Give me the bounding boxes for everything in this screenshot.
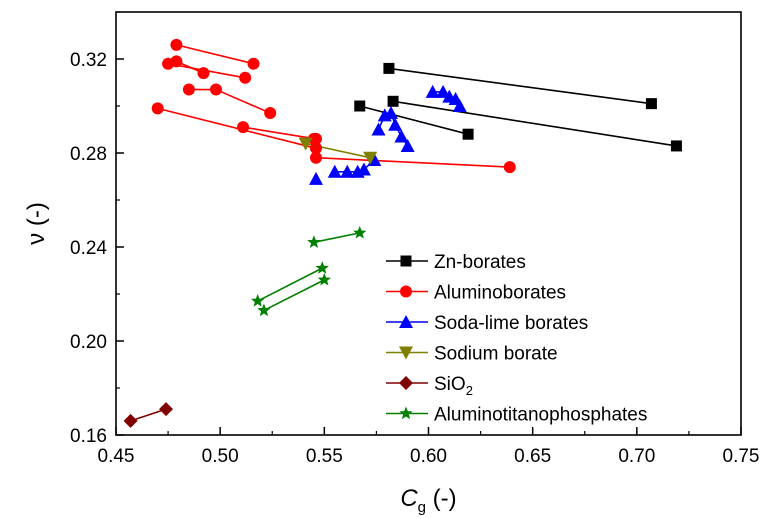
y-tick-label: 0.28 (70, 144, 107, 165)
x-tick-label: 0.65 (514, 446, 551, 467)
y-axis-title: ν (-) (23, 202, 50, 245)
x-axis-title-unit: (-) (426, 485, 457, 512)
aluminotitanophosphates-line (263, 279, 325, 312)
legend-item-sio2: SiO2 (386, 374, 473, 398)
legend-label: Soda-lime borates (434, 313, 588, 334)
series-lines (130, 44, 677, 422)
plot-frame (115, 11, 742, 436)
aluminotitanophosphates-line (257, 267, 323, 302)
sio2-line (130, 408, 167, 422)
aluminoborates-point (170, 55, 183, 68)
x-axis-title: Cg (-) (400, 485, 456, 516)
legend-label: Aluminotitanophosphates (434, 405, 647, 426)
x-axis-title-main: C (400, 485, 418, 512)
aluminoborates-point (503, 161, 516, 174)
legend-swatch-marker (399, 406, 413, 420)
legend: Zn-borates Aluminoborates Soda-lime borate… (386, 252, 647, 426)
sio2-point (123, 413, 138, 428)
zn-borates-point (462, 128, 474, 140)
aluminoborates-point (247, 57, 260, 70)
legend-swatch-marker (400, 255, 412, 267)
zn-borates-point (670, 140, 682, 152)
soda-lime-borates-point (394, 129, 409, 143)
legend-label: Zn-borates (434, 252, 526, 273)
sio2-point (159, 402, 173, 417)
x-axis-title-subscript: g (418, 499, 426, 516)
zn-borates-line (359, 105, 469, 135)
zn-borates-point (387, 95, 399, 107)
legend-item-sodium-borate: Sodium borate (386, 344, 558, 365)
x-tick-label: 0.70 (618, 446, 655, 467)
axis-ticks: 0.45 0.50 0.55 0.60 0.65 0.70 0.75 0.16 0.20 0.24… (70, 11, 760, 467)
zn-borates-point (645, 98, 657, 110)
aluminoborates-line (157, 107, 317, 150)
soda-lime-borates-point (384, 106, 398, 120)
series-markers (123, 38, 682, 428)
aluminoborates-point (197, 67, 210, 80)
aluminotitanophosphates-point (353, 225, 367, 239)
x-tick-label: 0.50 (202, 446, 239, 467)
soda-lime-borates-point (309, 171, 323, 185)
aluminotitanophosphates-point (315, 261, 329, 274)
x-tick-label: 0.60 (410, 446, 447, 467)
legend-item-aluminotitanophosphates: Aluminotitanophosphates (386, 405, 647, 426)
aluminoborates-point (170, 38, 183, 51)
y-tick-label: 0.32 (70, 50, 107, 71)
zn-borates-line (388, 67, 652, 105)
soda-lime-borates-point (400, 138, 415, 152)
aluminoborates-point (310, 151, 322, 164)
soda-lime-borates-point (388, 117, 403, 131)
legend-swatch-marker (399, 376, 413, 390)
aluminoborates-line (215, 88, 271, 114)
aluminoborates-point (264, 107, 277, 120)
aluminoborates-point (239, 71, 252, 84)
aluminotitanophosphates-line (313, 232, 360, 244)
legend-item-aluminoborates: Aluminoborates (386, 283, 566, 304)
aluminotitanophosphates-point (251, 294, 265, 307)
aluminoborates-point (237, 121, 250, 134)
soda-lime-borates-point (371, 122, 386, 136)
legend-item-soda-lime-borates: Soda-lime borates (386, 313, 588, 334)
legend-label-main: SiO (434, 374, 466, 395)
legend-swatch-marker (399, 315, 413, 328)
soda-lime-borates-point (452, 99, 467, 112)
x-tick-label: 0.55 (306, 446, 343, 467)
x-tick-label: 0.45 (98, 446, 135, 467)
zn-borates-line (392, 100, 677, 147)
aluminoborates-point (210, 83, 222, 96)
aluminoborates-line (315, 156, 510, 168)
zn-borates-point (354, 100, 366, 112)
sodium-borate-point (298, 137, 313, 151)
aluminoborates-point (310, 142, 322, 155)
y-tick-label: 0.16 (70, 426, 107, 447)
legend-label-subscript: 2 (466, 383, 473, 398)
aluminotitanophosphates-point (307, 235, 321, 248)
soda-lime-borates-point (425, 84, 440, 98)
aluminotitanophosphates-point (317, 272, 331, 286)
legend-label: SiO2 (434, 374, 473, 398)
aluminoborates-point (307, 132, 320, 145)
legend-label: Sodium borate (434, 344, 558, 365)
aluminoborates-point (151, 102, 164, 115)
x-tick-label: 0.75 (723, 446, 760, 467)
aluminoborates-line (176, 44, 254, 65)
legend-item-zn-borates: Zn-borates (386, 252, 526, 273)
aluminotitanophosphates-point (257, 303, 271, 317)
legend-swatch-marker (399, 346, 413, 360)
zn-borates-point (383, 62, 395, 74)
legend-swatch-marker (400, 285, 412, 298)
soda-lime-borates-point (356, 162, 371, 176)
sodium-borate-point (363, 151, 378, 165)
y-tick-label: 0.20 (70, 332, 107, 353)
soda-lime-borates-point (327, 164, 342, 178)
legend-label: Aluminoborates (434, 283, 566, 304)
y-tick-label: 0.24 (70, 238, 107, 259)
aluminoborates-line (242, 126, 317, 140)
soda-lime-borates-point (340, 164, 355, 178)
aluminoborates-point (182, 83, 195, 96)
soda-lime-borates-point (436, 84, 451, 98)
